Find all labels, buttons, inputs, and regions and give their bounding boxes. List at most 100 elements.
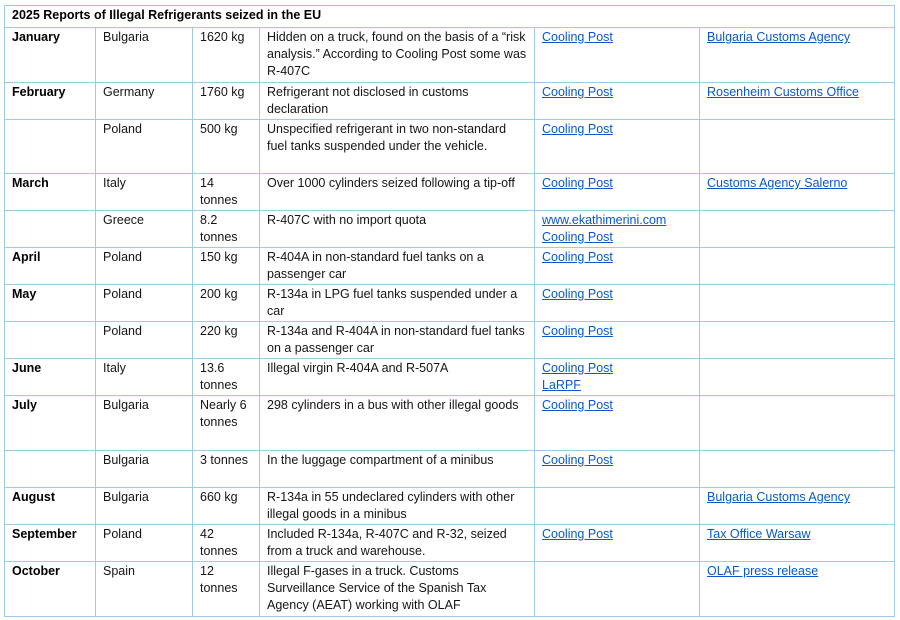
- agency-link[interactable]: Tax Office Warsaw: [707, 527, 811, 541]
- quantity-cell: 220 kg: [192, 321, 260, 359]
- agency-cell: Customs Agency Salerno: [698, 173, 896, 211]
- source-link[interactable]: Cooling Post: [542, 250, 613, 264]
- source-link[interactable]: Cooling Post: [542, 398, 613, 412]
- title-row: 2025 Reports of Illegal Refrigerants sei…: [3, 5, 896, 28]
- agency-cell: [698, 358, 896, 396]
- quantity-cell: 660 kg: [192, 487, 260, 525]
- country-cell: Italy: [95, 173, 193, 211]
- source-link[interactable]: Cooling Post: [542, 176, 613, 190]
- agency-cell: [698, 247, 896, 285]
- month-cell: July: [4, 395, 96, 451]
- month-cell: February: [4, 82, 96, 120]
- table-row: Poland 500 kg Unspecified refrigerant in t…: [4, 119, 896, 174]
- sources-cell: Cooling Post: [534, 284, 700, 322]
- quantity-cell: 14 tonnes: [192, 173, 260, 211]
- table-row: October Spain 12 tonnes Illegal F-gases in …: [4, 561, 896, 617]
- quantity-cell: 13.6 tonnes: [192, 358, 260, 396]
- table-row: August Bulgaria 660 kg R-134a in 55 undecla…: [4, 487, 896, 525]
- description-cell: Illegal F-gases in a truck. Customs Surv…: [259, 561, 535, 617]
- description-cell: R-134a in 55 undeclared cylinders with o…: [259, 487, 535, 525]
- source-link[interactable]: Cooling Post: [542, 324, 613, 338]
- country-cell: Poland: [95, 119, 193, 174]
- quantity-cell: 150 kg: [192, 247, 260, 285]
- agency-cell: [698, 321, 896, 359]
- sources-cell: Cooling Post: [534, 27, 700, 83]
- month-cell: January: [4, 27, 96, 83]
- table-row: July Bulgaria Nearly 6 tonnes 298 cylinders…: [4, 395, 896, 451]
- quantity-cell: 200 kg: [192, 284, 260, 322]
- quantity-cell: 1620 kg: [192, 27, 260, 83]
- agency-cell: Tax Office Warsaw: [698, 524, 896, 562]
- report-table-body: January Bulgaria 1620 kg Hidden on a truck,…: [4, 27, 896, 617]
- description-cell: 298 cylinders in a bus with other illega…: [259, 395, 535, 451]
- sources-cell: Cooling Post: [534, 450, 700, 488]
- source-link[interactable]: Cooling Post: [542, 527, 613, 541]
- description-cell: R-407C with no import quota: [259, 210, 535, 248]
- country-cell: Bulgaria: [95, 27, 193, 83]
- agency-cell: [698, 284, 896, 322]
- country-cell: Poland: [95, 247, 193, 285]
- month-cell: [4, 210, 96, 248]
- table-title: 2025 Reports of Illegal Refrigerants sei…: [3, 5, 896, 28]
- table-row: April Poland 150 kg R-404A in non-standard …: [4, 247, 896, 285]
- month-cell: [4, 321, 96, 359]
- source-link[interactable]: www.ekathimerini.com: [542, 213, 667, 227]
- table-row: February Germany 1760 kg Refrigerant not di…: [4, 82, 896, 120]
- agency-cell: Rosenheim Customs Office: [698, 82, 896, 120]
- country-cell: Spain: [95, 561, 193, 617]
- quantity-cell: 1760 kg: [192, 82, 260, 120]
- agency-link[interactable]: OLAF press release: [707, 564, 819, 578]
- source-link[interactable]: LaRPF: [542, 378, 581, 392]
- source-link[interactable]: Cooling Post: [542, 287, 613, 301]
- description-cell: Hidden on a truck, found on the basis of…: [259, 27, 535, 83]
- source-link[interactable]: Cooling Post: [542, 361, 613, 375]
- sources-cell: [534, 561, 700, 617]
- quantity-cell: 3 tonnes: [192, 450, 260, 488]
- agency-cell: Bulgaria Customs Agency: [698, 27, 896, 83]
- table-row: Greece 8.2 tonnes R-407C with no import qu…: [4, 210, 896, 248]
- description-cell: Refrigerant not disclosed in customs dec…: [259, 82, 535, 120]
- sources-cell: [534, 487, 700, 525]
- agency-cell: [698, 210, 896, 248]
- description-cell: Illegal virgin R-404A and R-507A: [259, 358, 535, 396]
- country-cell: Poland: [95, 321, 193, 359]
- quantity-cell: 12 tonnes: [192, 561, 260, 617]
- agency-link[interactable]: Customs Agency Salerno: [707, 176, 848, 190]
- agency-link[interactable]: Bulgaria Customs Agency: [707, 490, 851, 504]
- table-row: September Poland 42 tonnes Included R-134a,…: [4, 524, 896, 562]
- description-cell: In the luggage compartment of a minibus: [259, 450, 535, 488]
- country-cell: Poland: [95, 284, 193, 322]
- sources-cell: www.ekathimerini.com Cooling Post: [534, 210, 700, 248]
- country-cell: Bulgaria: [95, 450, 193, 488]
- table-row: June Italy 13.6 tonnes Illegal virgin R-404…: [4, 358, 896, 396]
- source-link[interactable]: Cooling Post: [542, 453, 613, 467]
- description-cell: Included R-134a, R-407C and R-32, seized…: [259, 524, 535, 562]
- month-cell: [4, 119, 96, 174]
- month-cell: October: [4, 561, 96, 617]
- country-cell: Poland: [95, 524, 193, 562]
- agency-link[interactable]: Rosenheim Customs Office: [707, 85, 859, 99]
- country-cell: Greece: [95, 210, 193, 248]
- agency-link[interactable]: Bulgaria Customs Agency: [707, 30, 851, 44]
- sources-cell: Cooling Post: [534, 524, 700, 562]
- sources-cell: Cooling Post: [534, 321, 700, 359]
- refrigerant-seizure-table: 2025 Reports of Illegal Refrigerants sei…: [3, 5, 896, 617]
- country-cell: Germany: [95, 82, 193, 120]
- sources-cell: Cooling Post: [534, 82, 700, 120]
- month-cell: June: [4, 358, 96, 396]
- quantity-cell: 8.2 tonnes: [192, 210, 260, 248]
- month-cell: April: [4, 247, 96, 285]
- quantity-cell: 500 kg: [192, 119, 260, 174]
- month-cell: [4, 450, 96, 488]
- source-link[interactable]: Cooling Post: [542, 85, 613, 99]
- table-row: Bulgaria 3 tonnes In the luggage compartme…: [4, 450, 896, 488]
- description-cell: Over 1000 cylinders seized following a t…: [259, 173, 535, 211]
- table-row: January Bulgaria 1620 kg Hidden on a truck,…: [4, 27, 896, 83]
- source-link[interactable]: Cooling Post: [542, 30, 613, 44]
- source-link[interactable]: Cooling Post: [542, 122, 613, 136]
- source-link[interactable]: Cooling Post: [542, 230, 613, 244]
- sources-cell: Cooling Post: [534, 119, 700, 174]
- country-cell: Bulgaria: [95, 395, 193, 451]
- agency-cell: [698, 395, 896, 451]
